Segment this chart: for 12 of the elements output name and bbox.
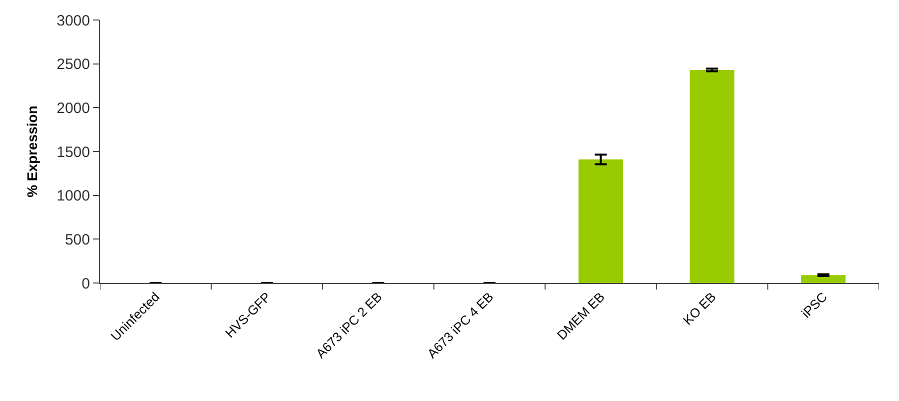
y-axis-title: % Expression bbox=[24, 106, 40, 198]
bar bbox=[801, 275, 846, 283]
y-tick-label: 2000 bbox=[56, 100, 90, 117]
y-tick-label: 0 bbox=[82, 275, 90, 292]
y-tick-label: 1500 bbox=[56, 144, 90, 161]
y-tick-label: 2500 bbox=[56, 56, 90, 74]
bar bbox=[690, 70, 734, 283]
y-tick-label: 1000 bbox=[56, 188, 90, 205]
x-tick-label: KO EB bbox=[680, 289, 719, 328]
y-tick-label: 3000 bbox=[56, 12, 90, 30]
bar bbox=[578, 159, 624, 283]
y-tick-label: 500 bbox=[64, 231, 90, 248]
